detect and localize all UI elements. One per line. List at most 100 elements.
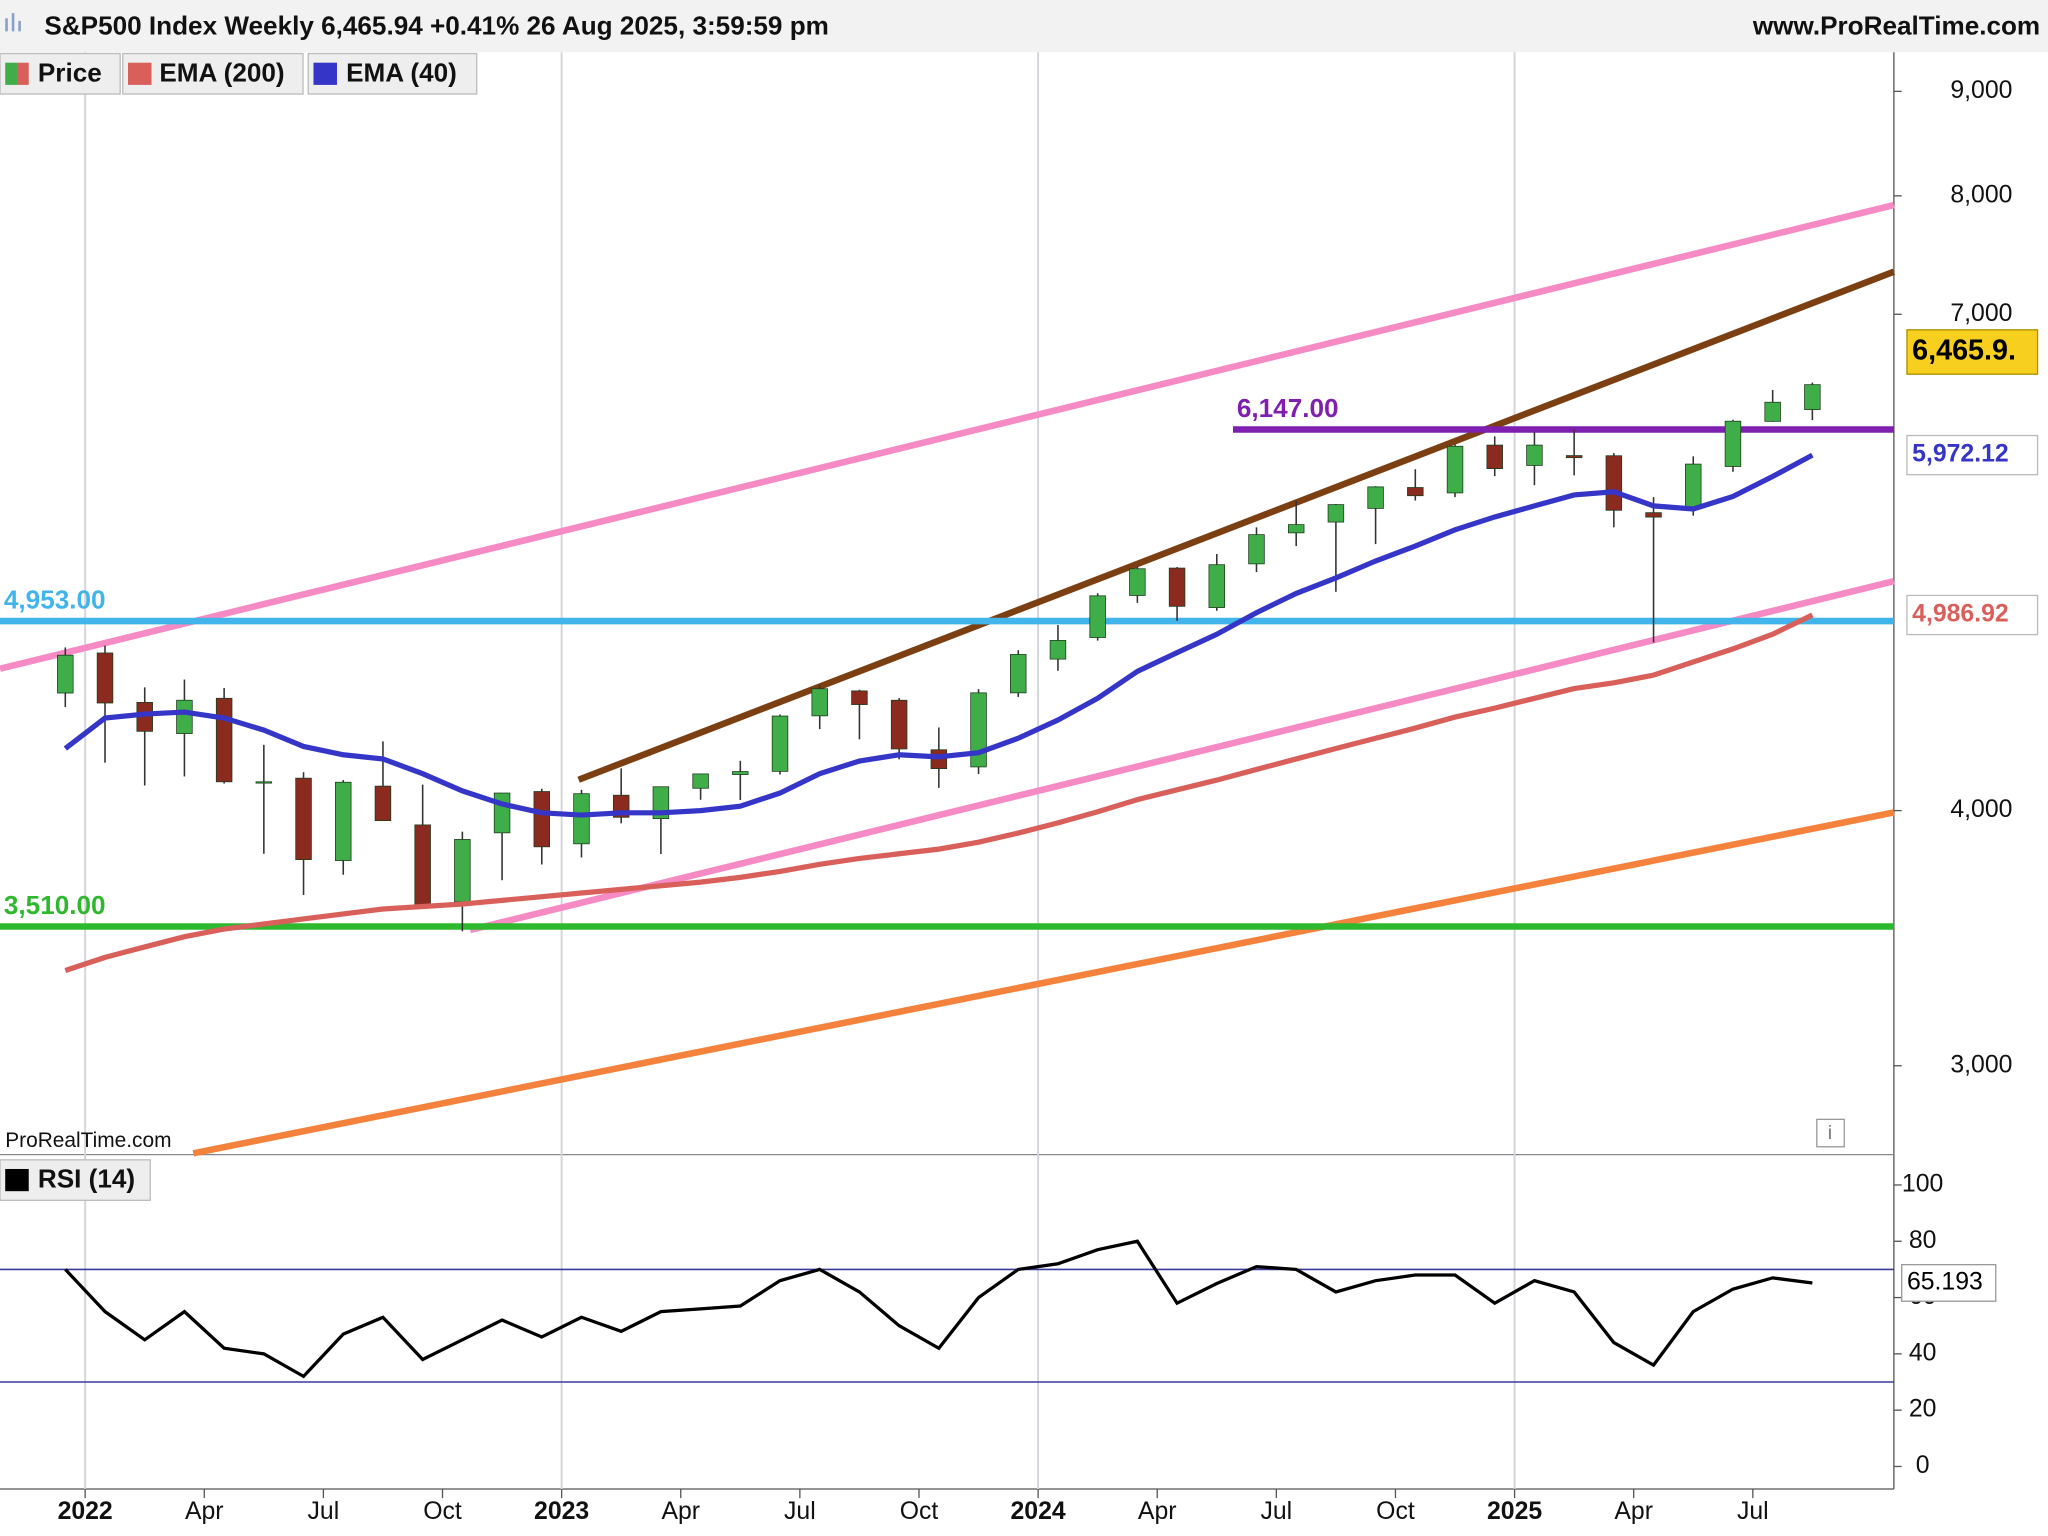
support-trend-line [192,809,1895,1157]
x-tick-label: 2022 [58,1498,113,1525]
x-tick-label: 2025 [1487,1498,1542,1525]
level-label: 6,147.00 [1237,393,1339,423]
last-price-label: 6,465.9. [1912,335,2016,367]
y-tick-label: 4,000 [1950,796,2012,823]
candle-body [493,792,511,834]
y-tick-label: 100 [1902,1171,1943,1198]
last-value-label: 4,986.92 [1912,601,2009,628]
candle-body [1287,524,1305,534]
candle-body [1724,420,1742,467]
candle-body [374,785,392,822]
watermark: ProRealTime.com [5,1129,171,1152]
candle-body [771,715,789,772]
candle-body [1685,463,1702,509]
ema-line [64,612,1814,974]
last-value-box [1906,434,2039,476]
info-icon: i [1828,1122,1832,1144]
legend: Price EMA (200) EMA (40) RSI (14) [0,52,478,1201]
y-tick-label: 20 [1909,1396,1937,1423]
last-value-label: 5,972.12 [1912,441,2009,468]
x-tick-label: Oct [1376,1498,1415,1525]
last-value-label: 65.193 [1907,1268,1983,1295]
candle-body [1248,534,1265,565]
x-tick-label: Apr [1138,1498,1177,1525]
chart-title: S&P500 Index Weekly 6,465.94 +0.41% 26 A… [44,10,828,40]
candle-body [533,791,551,848]
candle-body [1764,401,1781,422]
x-tick-label: Apr [661,1498,700,1525]
y-tick-label: 0 [1916,1452,1930,1479]
y-tick-label: 80 [1909,1227,1937,1254]
candle-body [1010,654,1027,694]
x-tick-label: Jul [784,1498,816,1525]
candle-body [454,839,471,903]
candle-body [414,824,431,908]
x-tick-label: Jul [308,1498,340,1525]
candle-body [1129,568,1146,596]
candle-body [1407,487,1424,497]
last-value-box [1906,594,2039,636]
candle-body [1049,640,1067,660]
y-tick-label: 7,000 [1950,300,2012,327]
candle-body [1367,486,1384,509]
x-tick-label: Jul [1260,1498,1292,1525]
plot-area: 6,147.00 4,953.00 3,510.00 [0,382,1894,1383]
candle-body [732,771,749,775]
last-value-box [1901,1264,1997,1302]
info-button[interactable] [1816,1118,1845,1148]
y-tick-label: 3,000 [1950,1051,2012,1078]
legend-label: EMA (40) [346,57,457,87]
legend-swatch [313,62,337,85]
rsi-line [64,1239,1813,1379]
candle-body [890,699,908,750]
candle-body [1804,384,1821,410]
x-tick-label: Oct [900,1498,939,1525]
candle-body [1486,444,1503,469]
x-tick-label: Jul [1737,1498,1769,1525]
candle-body [1645,512,1662,518]
level-label: 3,510.00 [4,890,106,920]
candle-body [970,692,987,768]
legend-label: EMA (200) [159,57,284,87]
grid [84,52,1516,1489]
header-bar [0,0,2048,53]
y-tick-label: 8,000 [1950,181,2012,208]
legend-swatch [5,1168,29,1192]
x-tick-label: Apr [1614,1498,1653,1525]
lower-channel-line [469,578,1895,934]
candle-body [1089,595,1106,638]
candle-body [176,699,193,734]
candle-body [1605,455,1623,511]
x-tick-label: 2023 [534,1498,589,1525]
x-tick-label: Apr [185,1498,224,1525]
candle-body [692,773,709,789]
site-name: www.ProRealTime.com [1752,10,2040,40]
x-tick-label: 2024 [1011,1498,1066,1525]
legend-swatch [5,62,17,85]
upper-channel-line [0,201,1895,672]
candle-body [335,781,352,861]
last-price-box [1906,329,2039,375]
candle-body [57,654,74,694]
candle-body [573,793,590,845]
candle-body [1526,444,1543,466]
candle-body [295,777,312,860]
header-icon [5,13,21,32]
legend-swatch [128,62,152,85]
level-label: 4,953.00 [4,584,106,614]
ema-line [63,452,1814,818]
candle-body [1168,567,1186,607]
candle-body [255,781,273,784]
candle-body [1446,445,1464,494]
candle-body [1565,455,1583,459]
y-tick-label: 40 [1909,1339,1937,1366]
candle-body [1327,504,1345,523]
legend-box[interactable] [122,52,304,95]
candle-body [96,652,114,704]
candle-body [215,697,233,783]
legend-swatch [16,62,29,85]
candle-body [851,690,868,705]
